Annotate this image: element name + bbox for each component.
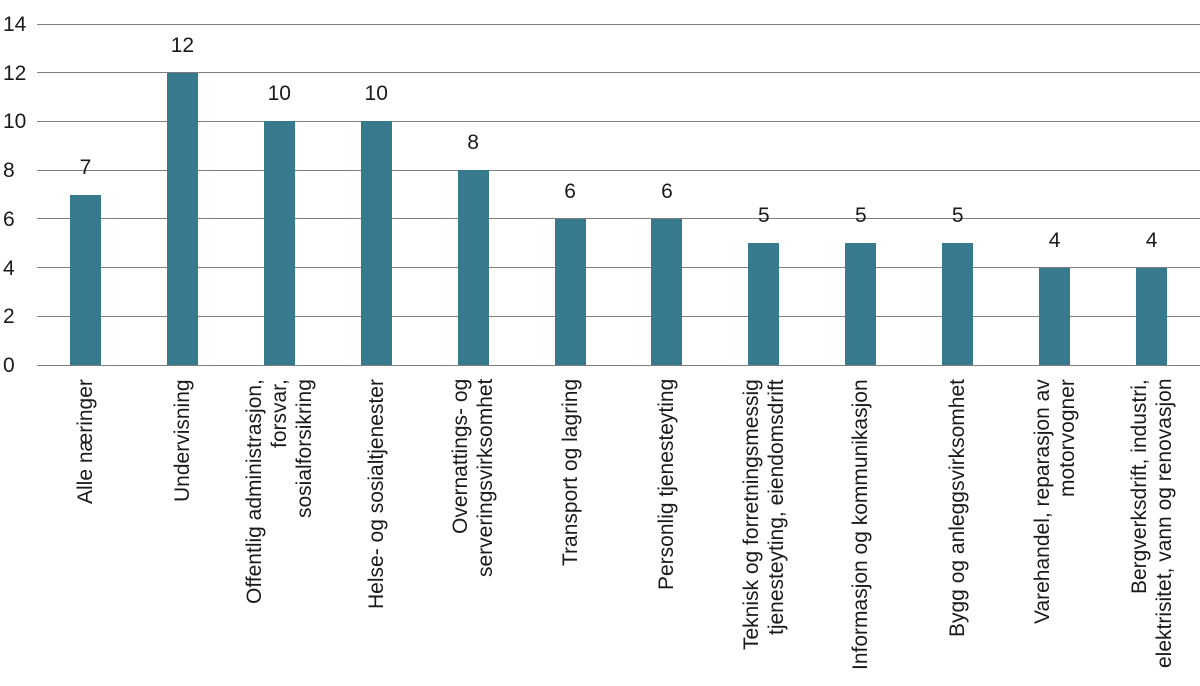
category-cell: Alle næringer	[37, 379, 134, 675]
category-label: Bergverksdrift, industri, elektrisitet, …	[1127, 379, 1176, 669]
bar-value-label: 5	[758, 204, 770, 228]
y-axis-tick-label: 14	[3, 13, 27, 36]
bar-value-label: 10	[267, 82, 291, 106]
bar-value-label: 4	[1048, 228, 1061, 252]
y-axis-tick-label: 12	[3, 61, 27, 85]
category-label: Undervisning	[170, 379, 194, 502]
y-axis-tick-label: 8	[3, 159, 15, 183]
category-cell: Bygg og anleggsvirksomhet	[909, 379, 1006, 675]
y-axis-tick-label: 10	[3, 110, 27, 134]
category-cell: Teknisk og forretningsmessig tjenesteyti…	[715, 379, 812, 675]
y-axis-tick-label: 2	[3, 305, 15, 329]
category-label: Teknisk og forretningsmessig tjenesteyti…	[739, 379, 788, 650]
bar-value-label: 5	[951, 204, 964, 228]
bar-value-label: 6	[661, 179, 673, 203]
category-label: Varehandel, reparasjon av motorvogner	[1030, 379, 1079, 624]
gridline	[37, 169, 1200, 171]
category-cell: Varehandel, reparasjon av motorvogner	[1006, 379, 1103, 675]
category-cell: Bergverksdrift, industri, elektrisitet, …	[1103, 379, 1200, 675]
bar	[1039, 267, 1071, 365]
category-cell: Overnattings- og serveringsvirksomhet	[425, 379, 522, 675]
category-label: Informasjon og kommunikasjon	[849, 379, 873, 670]
category-cell: Offentlig administrasjon, forsvar, sosia…	[231, 379, 328, 675]
bar	[554, 218, 586, 365]
bar	[651, 218, 683, 365]
gridline	[37, 72, 1200, 74]
category-label: Offentlig administrasjon, forsvar, sosia…	[242, 379, 316, 604]
plot-area: 7 12 10 10 8 6 6 5 5 5 4 4	[37, 23, 1200, 366]
x-axis-labels: Alle næringer Undervisning Offentlig admin…	[37, 379, 1200, 675]
bar-value-label: 4	[1145, 228, 1158, 252]
y-axis-tick-label: 0	[3, 354, 15, 377]
category-label: Transport og lagring	[558, 379, 582, 567]
category-cell: Transport og lagring	[522, 379, 619, 675]
category-label: Personlig tjenesteyting	[655, 379, 679, 591]
bar	[263, 121, 295, 365]
bar-value-label: 5	[854, 204, 867, 228]
bar	[748, 243, 780, 365]
gridline	[37, 315, 1200, 317]
bar	[942, 243, 974, 365]
y-axis-tick-label: 6	[3, 207, 15, 231]
bar	[166, 72, 198, 365]
bar	[1136, 267, 1168, 365]
bar	[360, 121, 392, 365]
gridline	[37, 364, 1200, 366]
bar	[845, 243, 877, 365]
bar-value-label: 6	[564, 179, 576, 203]
bar-value-label: 8	[467, 131, 479, 155]
gridline	[37, 218, 1200, 220]
gridline	[37, 23, 1200, 25]
y-axis-tick-label: 4	[3, 256, 15, 280]
bar-value-label: 7	[79, 155, 92, 179]
category-cell: Personlig tjenesteyting	[619, 379, 716, 675]
category-label: Alle næringer	[73, 379, 97, 504]
category-label: Helse- og sosialtjenester	[364, 379, 388, 609]
category-cell: Helse- og sosialtjenester	[328, 379, 425, 675]
bar-value-label: 10	[364, 82, 388, 106]
bar	[69, 194, 101, 365]
category-label: Bygg og anleggsvirksomhet	[946, 379, 970, 637]
bar	[457, 170, 489, 365]
category-label: Overnattings- og serveringsvirksomhet	[449, 379, 498, 578]
category-cell: Undervisning	[134, 379, 231, 675]
bar-value-label: 12	[170, 33, 195, 57]
gridline	[37, 267, 1200, 269]
category-cell: Informasjon og kommunikasjon	[812, 379, 909, 675]
gridline	[37, 120, 1200, 122]
